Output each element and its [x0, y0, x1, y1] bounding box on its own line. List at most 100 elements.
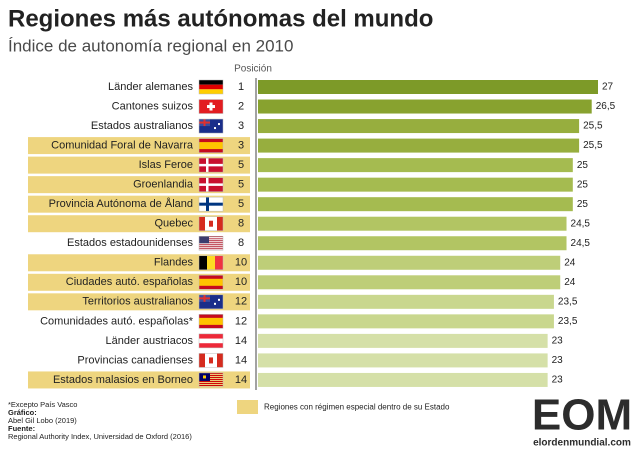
flag-part [199, 353, 205, 368]
flag-border [198, 235, 224, 251]
flag-border [198, 353, 224, 368]
value-label: 24 [564, 257, 576, 268]
flag-part [199, 238, 223, 240]
flag-border [198, 118, 224, 134]
flag-part [209, 357, 213, 364]
flag [198, 138, 224, 153]
category-label: Quebec [154, 218, 193, 230]
flag [198, 333, 224, 349]
legend-label: Regiones con régimen especial dentro de … [264, 403, 450, 412]
category-label: Islas Feroe [139, 159, 193, 171]
flag [198, 118, 224, 134]
flag [198, 314, 224, 329]
position-header: Posición [234, 64, 272, 75]
flag-part [199, 242, 223, 244]
flag-part [199, 378, 223, 380]
flag-part [209, 220, 213, 227]
position-label: 14 [235, 354, 247, 366]
flag [198, 157, 224, 173]
flag-border [198, 333, 224, 349]
flag-part [199, 216, 205, 231]
flag-part [199, 278, 223, 286]
value-label: 24,5 [571, 238, 591, 249]
value-label: 23 [552, 355, 564, 366]
flag-part [199, 372, 223, 374]
category-label: Groenlandia [133, 179, 194, 191]
flag-border [198, 79, 224, 95]
position-label: 5 [238, 198, 244, 210]
category-label: Länder alemanes [108, 81, 194, 93]
chart-title: Regiones más autónomas del mundo [8, 5, 433, 32]
category-label: Territorios australianos [82, 296, 193, 308]
flag-border [198, 196, 224, 212]
bar [258, 177, 573, 192]
flag-part [199, 142, 223, 150]
flag-part [199, 246, 223, 248]
value-label: 27 [602, 82, 614, 93]
flag-border [198, 372, 224, 388]
special-highlight [28, 273, 250, 291]
flag-part [199, 338, 223, 344]
position-label: 8 [238, 237, 244, 249]
flag-border [198, 177, 224, 192]
bar [258, 197, 573, 212]
flag-border [198, 294, 224, 310]
flag-part [218, 298, 220, 301]
special-highlight [28, 195, 250, 213]
special-highlight [28, 137, 250, 155]
flag-part [199, 317, 223, 325]
special-highlight [28, 371, 250, 389]
flag-border [198, 216, 224, 231]
flag-part [199, 89, 223, 94]
flag [198, 177, 224, 192]
flag-border [198, 314, 224, 329]
position-label: 14 [235, 335, 247, 347]
position-label: 8 [238, 218, 244, 230]
category-label: Provincia Autónoma de Åland [49, 197, 193, 210]
position-label: 10 [235, 257, 247, 269]
special-highlight [28, 254, 250, 272]
flag-part [199, 384, 223, 386]
flag [198, 275, 224, 290]
category-label: Comunidades autó. españolas* [40, 315, 194, 327]
footnote: *Excepto País Vasco [8, 400, 77, 409]
flag-part [214, 302, 216, 305]
position-label: 1 [238, 81, 244, 93]
bar [258, 119, 580, 134]
bar [258, 333, 548, 348]
flag-part [199, 236, 223, 238]
bar [258, 294, 554, 309]
value-label: 25,5 [583, 140, 603, 151]
value-label: 25 [577, 160, 589, 171]
flag-part [217, 216, 223, 231]
position-label: 3 [238, 139, 244, 151]
value-label: 24 [564, 277, 576, 288]
position-label: 14 [235, 374, 247, 386]
bar [258, 80, 598, 94]
flag-part [207, 255, 215, 270]
bar [258, 236, 567, 251]
footnote: Fuente: [8, 424, 35, 433]
position-label: 5 [238, 179, 244, 191]
value-label: 25 [577, 179, 589, 190]
value-label: 23 [552, 375, 564, 386]
footnote: Regional Authority Index, Universidad de… [8, 432, 192, 441]
flag-part [199, 240, 223, 242]
flag-border [198, 275, 224, 290]
flag-part [199, 202, 223, 206]
flag-part [199, 244, 223, 246]
bar [258, 216, 567, 231]
flag-part [203, 375, 206, 379]
footnote: Gráfico: [8, 408, 37, 417]
flag-part [199, 248, 223, 250]
value-label: 23,5 [558, 316, 578, 327]
bar [258, 275, 561, 290]
category-label: Comunidad Foral de Navarra [51, 139, 194, 151]
flag [198, 255, 224, 271]
flag-part [199, 163, 223, 167]
legend-swatch [237, 400, 258, 414]
flag-part [217, 353, 223, 368]
bar [258, 158, 573, 173]
special-highlight [28, 293, 250, 311]
